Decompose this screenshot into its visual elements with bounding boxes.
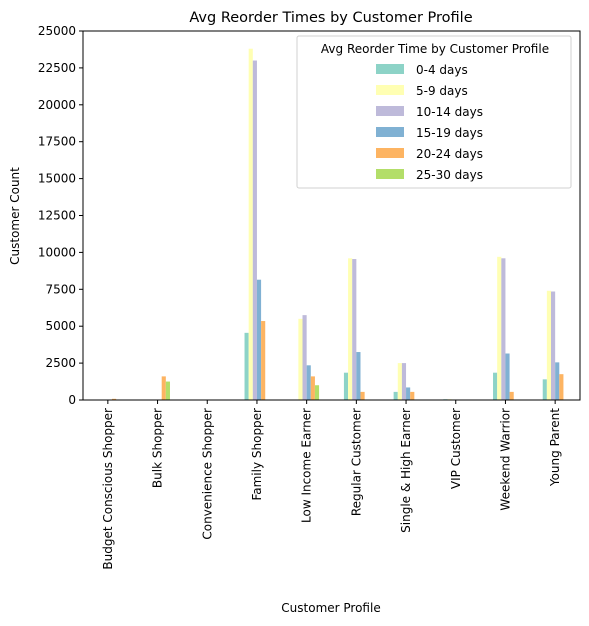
- bar: [252, 60, 257, 401]
- legend-label: 0-4 days: [416, 63, 468, 77]
- bar: [393, 391, 398, 400]
- y-tick-label: 12500: [38, 209, 76, 223]
- y-tick-label: 10000: [38, 245, 76, 259]
- legend-label: 10-14 days: [416, 105, 483, 119]
- x-tick-label: Single & High Earner: [399, 408, 413, 533]
- bar: [509, 391, 514, 400]
- legend-label: 5-9 days: [416, 84, 468, 98]
- y-tick-label: 22500: [38, 61, 76, 75]
- legend-frame: [296, 35, 572, 189]
- x-tick-label: Young Parent: [548, 408, 562, 487]
- bar: [306, 365, 311, 400]
- bar: [493, 372, 498, 400]
- bar: [248, 48, 253, 401]
- bar: [343, 372, 349, 400]
- x-tick-label: Family Shopper: [250, 408, 264, 501]
- bar: [161, 376, 166, 400]
- bar: [298, 318, 303, 400]
- bar: [111, 398, 117, 400]
- bar: [244, 332, 249, 400]
- x-tick-label: Weekend Warrior: [498, 408, 512, 511]
- bar: [501, 258, 506, 400]
- bar: [410, 391, 415, 400]
- bar: [261, 321, 266, 400]
- bar: [559, 374, 564, 400]
- bar: [352, 259, 357, 400]
- x-tick-label: VIP Customer: [449, 408, 463, 489]
- bar: [348, 258, 353, 400]
- bar: [546, 290, 552, 400]
- bar: [314, 385, 320, 400]
- bar: [302, 315, 307, 400]
- bar: [555, 362, 560, 400]
- bar: [505, 353, 510, 400]
- legend-swatch: [376, 85, 404, 95]
- bar: [397, 363, 402, 400]
- x-tick-label: Convenience Shopper: [200, 408, 214, 540]
- legend: Avg Reorder Time by Customer Profile 0-4…: [296, 35, 572, 189]
- legend-label: 20-24 days: [416, 147, 483, 161]
- legend-label: 15-19 days: [416, 126, 483, 140]
- chart-title: Avg Reorder Times by Customer Profile: [189, 10, 472, 26]
- legend-items: 0-4 days 5-9 days 10-14 days 15-19 days 20-2…: [376, 63, 483, 182]
- x-axis-ticks: Budget Conscious Shopper Bulk Shopper Conv…: [101, 400, 562, 570]
- legend-title: Avg Reorder Time by Customer Profile: [321, 42, 549, 56]
- y-axis-label: Customer Count: [8, 167, 22, 265]
- y-tick-label: 5000: [45, 319, 76, 333]
- bar: [360, 391, 365, 400]
- bar: [497, 256, 502, 400]
- bar: [406, 387, 411, 400]
- y-tick-label: 2500: [45, 356, 76, 370]
- y-tick-label: 7500: [45, 282, 76, 296]
- y-axis-ticks: 0 2500 5000 7500 10000 12500 15000 17500 20000 22…: [38, 24, 83, 407]
- legend-swatch: [376, 169, 404, 179]
- x-tick-label: Low Income Earner: [300, 408, 314, 523]
- bar: [401, 363, 407, 400]
- y-tick-label: 25000: [38, 24, 76, 38]
- legend-swatch: [376, 106, 404, 116]
- bar: [542, 379, 547, 400]
- x-tick-label: Bulk Shopper: [151, 408, 165, 488]
- x-axis-label: Customer Profile: [281, 601, 380, 615]
- y-tick-label: 17500: [38, 135, 76, 149]
- legend-swatch: [376, 148, 404, 158]
- bar: [310, 376, 315, 400]
- legend-swatch: [376, 127, 404, 137]
- legend-label: 25-30 days: [416, 168, 483, 182]
- bar: [356, 352, 361, 400]
- y-tick-label: 15000: [38, 172, 76, 186]
- legend-swatch: [376, 64, 404, 74]
- bar: [551, 291, 556, 400]
- bar: [165, 381, 170, 400]
- y-tick-label: 0: [68, 393, 76, 407]
- x-tick-label: Regular Customer: [349, 408, 363, 516]
- bar: [256, 279, 262, 400]
- y-tick-label: 20000: [38, 98, 76, 112]
- x-tick-label: Budget Conscious Shopper: [101, 408, 115, 570]
